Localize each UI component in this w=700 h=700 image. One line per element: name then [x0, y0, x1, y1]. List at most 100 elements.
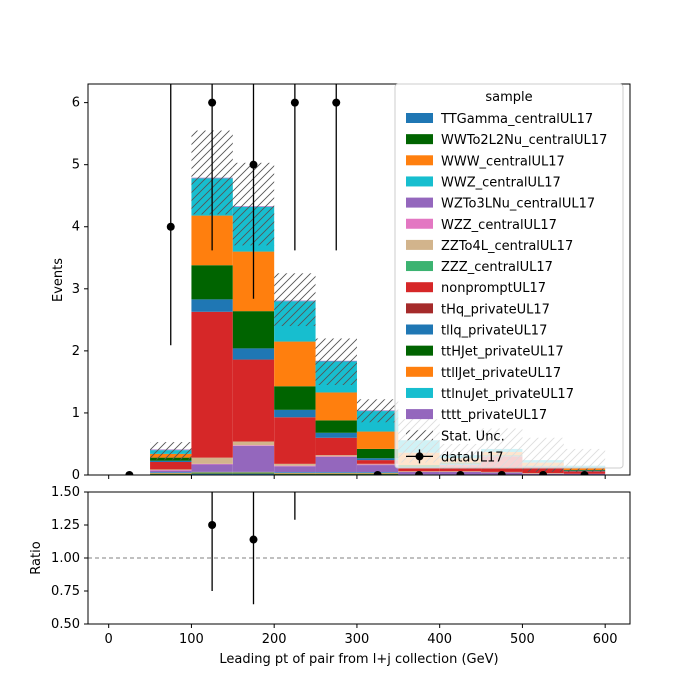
stack-bar: [315, 472, 357, 474]
lower-y-tick-label: 0.75: [51, 584, 80, 599]
legend-swatch: [406, 324, 433, 335]
stack-bar: [274, 417, 316, 464]
upper-y-tick-label: 5: [72, 158, 80, 173]
data-point: [332, 98, 341, 107]
stack-bar: [315, 456, 357, 458]
stack-bar: [191, 299, 233, 312]
data-point: [456, 471, 465, 475]
data-point: [414, 471, 423, 475]
stack-bar: [274, 386, 316, 410]
legend-swatch: [406, 366, 433, 377]
stack-bar: [191, 265, 233, 300]
x-tick-label: 600: [593, 632, 618, 647]
x-tick-label: 200: [262, 632, 287, 647]
upper-y-tick-label: 6: [72, 96, 80, 111]
stack-bar: [274, 463, 316, 466]
legend-swatch: [406, 155, 433, 166]
x-tick-label: 100: [179, 632, 204, 647]
upper-y-axis-label: Events: [51, 258, 66, 302]
stat-unc-band: [315, 338, 357, 386]
stack-bar: [150, 460, 192, 462]
data-point: [166, 222, 175, 231]
stack-bar: [191, 473, 233, 474]
lower-y-tick-label: 1.25: [51, 518, 80, 533]
legend-label: WZZ_centralUL17: [441, 218, 557, 233]
stack-bar: [232, 445, 275, 446]
lower-y-tick-label: 1.00: [51, 551, 80, 566]
stack-bar: [315, 437, 357, 456]
legend-label: TTGamma_centralUL17: [440, 112, 593, 127]
lower-y-tick-label: 0.50: [51, 617, 80, 632]
stack-bar: [150, 469, 192, 471]
lower-panel: 0.50 0.75 1.00 1.25 1.50 0 100 200 300 400 500 600…: [29, 485, 631, 667]
upper-axes-frame: [87, 83, 631, 476]
legend-label: WWW_centralUL17: [441, 154, 565, 169]
upper-panel: 0 1 2 3 4 5 6 Events sample TTGamma_centralUL17…: [51, 83, 631, 483]
data-point: [497, 471, 506, 475]
legend-label: WWTo2L2Nu_centralUL17: [441, 133, 607, 148]
legend-label: dataUL17: [441, 450, 504, 465]
stack-bar: [191, 473, 233, 475]
stack-bar: [191, 311, 233, 458]
stack-bar: [315, 392, 357, 421]
upper-y-tick-label: 2: [72, 344, 80, 359]
legend-label: nonpromptUL17: [441, 281, 546, 296]
stack-bar: [150, 470, 192, 473]
lower-y-tick-label: 1.50: [51, 485, 80, 500]
stack-bar: [150, 470, 192, 471]
upper-plot-area: [125, 84, 606, 475]
data-point: [208, 98, 217, 107]
lower-y-axis-label: Ratio: [29, 541, 44, 574]
stack-bar: [356, 458, 399, 461]
stack-bar: [274, 473, 316, 474]
legend-swatch: [406, 409, 433, 420]
x-tick-label: 0: [105, 632, 113, 647]
stack-bar: [191, 472, 233, 474]
stack-bar: [356, 431, 399, 449]
stack-bar: [356, 464, 399, 466]
legend-label: ttllJet_privateUL17: [441, 366, 561, 381]
stat-unc-band: [274, 273, 316, 327]
upper-y-ticks: 0 1 2 3 4 5 6: [72, 96, 88, 483]
ratio-point: [249, 535, 258, 544]
stack-bar: [315, 420, 357, 433]
lower-axes-frame: [87, 491, 631, 625]
stack-bar: [232, 441, 275, 446]
x-axis-label: Leading pt of pair from l+j collection (…: [219, 652, 498, 667]
stack-bar: [191, 463, 233, 465]
stack-bar: [274, 472, 316, 474]
stack-bar: [232, 471, 275, 473]
legend-label: WWZ_centralUL17: [441, 175, 561, 190]
stack-bar: [150, 461, 192, 470]
legend-label: WZTo3LNu_centralUL17: [441, 197, 595, 212]
legend: sample TTGamma_centralUL17 WWTo2L2Nu_centr…: [394, 83, 624, 469]
stack-bar: [356, 460, 399, 464]
legend-label: tttt_privateUL17: [441, 408, 547, 423]
legend-title: sample: [485, 90, 532, 105]
legend-swatch: [406, 239, 433, 250]
data-point: [373, 471, 382, 475]
stack-bar: [315, 457, 357, 473]
stack-bar: [315, 473, 357, 474]
data-point: [580, 471, 589, 475]
legend-swatch-hatch: [406, 430, 433, 441]
stack-bar: [150, 473, 192, 474]
stack-bar: [274, 409, 316, 418]
stat-unc-band: [356, 399, 399, 423]
upper-y-tick-label: 3: [72, 282, 80, 297]
lower-y-ticks: 0.50 0.75 1.00 1.25 1.50: [51, 485, 88, 632]
stack-bar: [232, 359, 275, 442]
data-point: [125, 471, 134, 475]
stack-bar: [232, 473, 275, 475]
legend-swatch: [406, 176, 433, 187]
stack-bar: [356, 465, 399, 473]
upper-y-tick-label: 0: [72, 468, 80, 483]
data-point: [539, 471, 548, 475]
legend-swatch: [406, 387, 433, 398]
legend-label: ZZZ_centralUL17: [441, 260, 553, 275]
stat-unc-band: [150, 442, 192, 460]
stack-bar: [232, 348, 275, 360]
stack-bar: [191, 457, 233, 464]
ratio-point: [208, 521, 217, 529]
